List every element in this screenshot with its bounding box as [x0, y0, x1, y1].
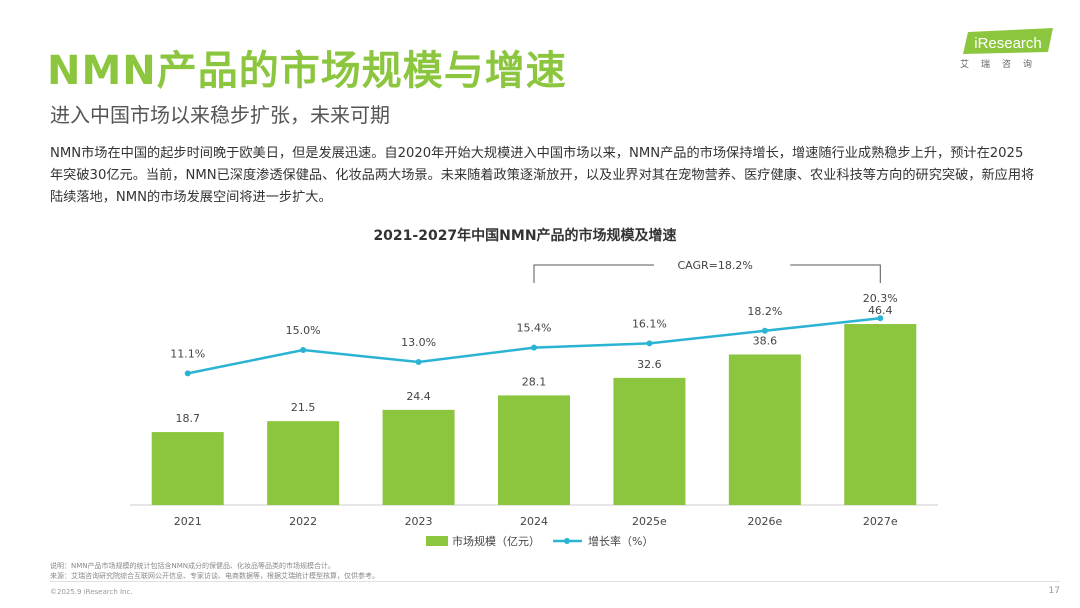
growth-label-2021: 11.1%: [170, 347, 205, 360]
bar-2023: [382, 409, 455, 505]
bar-2022: [267, 421, 340, 505]
legend-bar-swatch: [426, 536, 448, 546]
growth-point-2021: [184, 370, 191, 377]
growth-point-2027e: [877, 315, 884, 322]
bar-label-2024: 28.1: [522, 375, 547, 388]
page-title: NMN产品的市场规模与增速: [47, 48, 567, 94]
page-subtitle: 进入中国市场以来稳步扩张，未来可期: [50, 103, 390, 127]
page-number: 17: [1048, 586, 1060, 596]
growth-label-2023: 13.0%: [401, 336, 436, 349]
x-tick-2022: 2022: [289, 515, 317, 528]
bar-label-2021: 18.7: [175, 412, 200, 425]
footnote-note: 说明：NMN产品市场规模的统计包括含NMN成分的保健品、化妆品等品类的市场规模合…: [50, 562, 336, 570]
bar-2026e: [728, 354, 801, 505]
footer-divider: [50, 581, 1060, 582]
bar-label-2025e: 32.6: [637, 358, 662, 371]
x-tick-2024: 2024: [520, 515, 548, 528]
growth-label-2024: 15.4%: [517, 322, 552, 335]
footnote-source: 来源：艾瑞咨询研究院综合互联网公开信息、专家访谈、电商数据等，根据艾瑞统计模型核…: [50, 572, 379, 580]
copyright: ©2025.9 iResearch Inc.: [50, 588, 133, 596]
bar-2025e: [613, 377, 686, 505]
bar-2024: [498, 395, 570, 505]
bar-label-2027e: 46.4: [868, 304, 893, 317]
cagr-bracket-right: [790, 264, 881, 283]
logo-subtitle: 艾瑞咨询: [960, 60, 1045, 70]
growth-point-2025e: [646, 340, 653, 347]
legend-line-marker: [564, 538, 570, 544]
growth-point-2023: [415, 359, 422, 365]
growth-point-2026e: [761, 327, 768, 334]
bar-2027e: [844, 324, 917, 505]
bar-label-2022: 21.5: [291, 401, 316, 414]
legend-bar-label: 市场规模（亿元）: [452, 534, 540, 548]
bar-label-2026e: 38.6: [753, 334, 778, 347]
growth-label-2026e: 18.2%: [747, 305, 782, 318]
growth-label-2022: 15.0%: [286, 324, 321, 337]
growth-point-2024: [531, 344, 537, 351]
iresearch-logo: iResearch: [963, 28, 1053, 54]
chart-title: 2021-2027年中国NMN产品的市场规模及增速: [373, 227, 676, 244]
bar-2021: [151, 432, 224, 505]
cagr-annotation: CAGR=18.2%: [677, 259, 752, 272]
logo-text: iResearch: [974, 35, 1042, 52]
growth-label-2027e: 20.3%: [863, 292, 898, 305]
bar-label-2023: 24.4: [406, 390, 431, 403]
x-tick-2021: 2021: [174, 515, 202, 528]
growth-point-2022: [300, 347, 307, 353]
cagr-bracket-left: [533, 264, 654, 283]
body-paragraph: NMN市场在中国的起步时间晚于欧美日，但是发展迅速。自2020年开始大规模进入中…: [50, 146, 1035, 205]
x-tick-2026e: 2026e: [747, 515, 782, 528]
x-tick-2023: 2023: [405, 515, 433, 528]
x-tick-2027e: 2027e: [863, 515, 898, 528]
x-tick-2025e: 2025e: [632, 515, 667, 528]
legend-line-label: 增长率（%）: [588, 534, 653, 548]
growth-label-2025e: 16.1%: [632, 317, 667, 330]
